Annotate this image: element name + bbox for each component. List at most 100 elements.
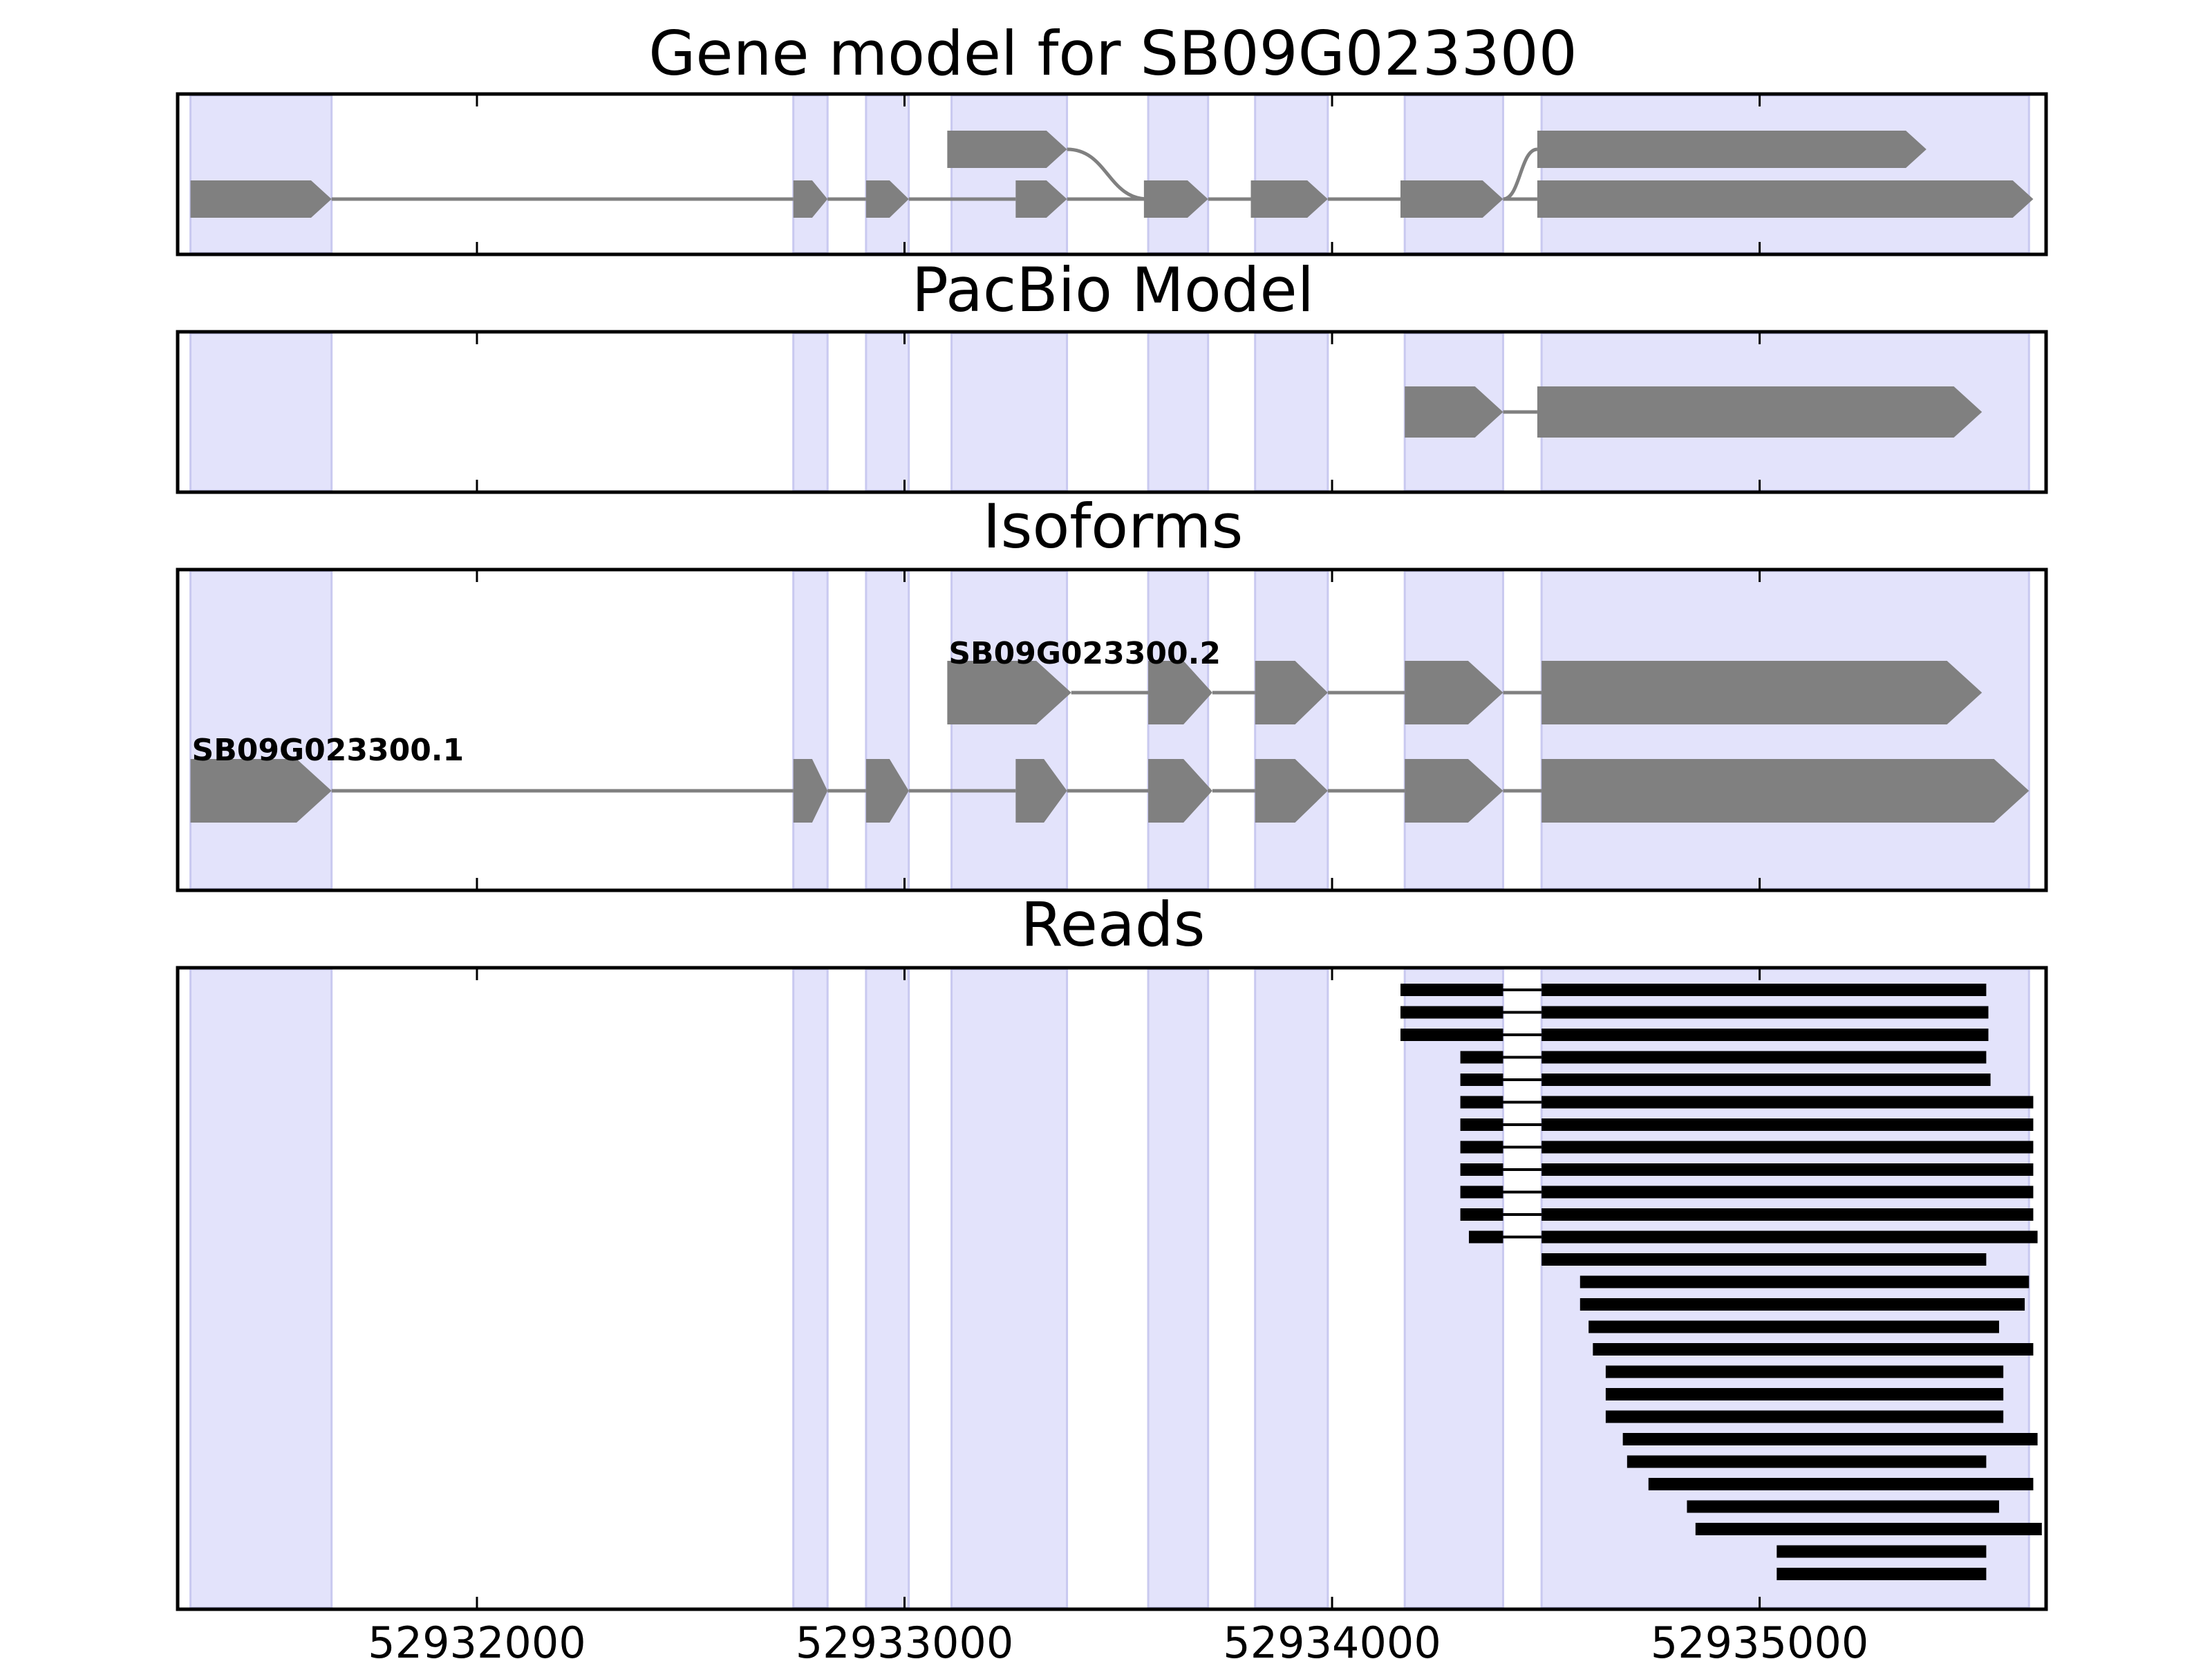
isoforms-frame <box>176 568 2048 892</box>
read-block <box>1622 1433 2038 1445</box>
gene-model-splice-curve <box>1502 147 1538 201</box>
read-block <box>1777 1568 1987 1580</box>
exon-band <box>189 94 333 254</box>
gene-model-exon <box>1015 180 1067 218</box>
read-block <box>1400 1029 1503 1041</box>
read-block <box>1593 1343 2034 1356</box>
read-block <box>1460 1096 1503 1109</box>
read-block <box>1627 1455 1987 1468</box>
isoform-label: SB09G023300.2 <box>948 636 1221 671</box>
reads-panel <box>176 966 2048 1611</box>
read-block <box>1648 1478 2034 1490</box>
read-block <box>1580 1275 2030 1288</box>
gene-model-exon <box>793 180 828 218</box>
read-block <box>1541 1208 2034 1221</box>
read-block <box>1541 984 1987 996</box>
isoform-exon <box>865 759 909 823</box>
pacbio-exon <box>1537 386 1983 438</box>
exon-band <box>1254 570 1329 890</box>
read-block <box>1605 1388 2004 1400</box>
read-block <box>1541 1185 2034 1199</box>
read-block <box>1605 1410 2004 1423</box>
gene-model-exon <box>865 180 909 218</box>
isoform-exon <box>1148 759 1212 823</box>
exon-band <box>189 968 333 1609</box>
exon-band <box>189 332 333 492</box>
read-block <box>1541 1051 1987 1064</box>
exon-band <box>1254 968 1329 1609</box>
gene-model-exon <box>947 131 1067 168</box>
exon-band <box>1540 570 2030 890</box>
exon-band <box>950 968 1069 1609</box>
isoform-exon <box>947 661 1071 724</box>
isoform-exon <box>1255 661 1328 724</box>
gene-model-exon <box>1250 180 1328 218</box>
exon-band <box>1403 94 1504 254</box>
read-block <box>1460 1118 1503 1131</box>
read-block <box>1460 1074 1503 1086</box>
read-block <box>1541 1029 1989 1041</box>
exon-band <box>792 968 829 1609</box>
reads-title: Reads <box>1021 889 1206 960</box>
read-block <box>1605 1365 2004 1378</box>
read-block <box>1460 1208 1503 1221</box>
read-block <box>1460 1051 1503 1064</box>
gene-model-frame <box>176 92 2048 256</box>
read-block <box>1541 1141 2034 1154</box>
gene-model-panel <box>176 92 2048 256</box>
exon-band <box>792 94 829 254</box>
exon-band <box>865 570 910 890</box>
isoform-exon <box>1405 759 1503 823</box>
exon-band <box>865 332 910 492</box>
gene-model-title: Gene model for SB09G023300 <box>648 18 1577 89</box>
read-block <box>1400 984 1503 996</box>
gene-model-exon <box>1143 180 1208 218</box>
exon-band <box>1254 332 1329 492</box>
exon-band <box>1147 332 1210 492</box>
read-block <box>1588 1320 1999 1333</box>
reads-frame <box>176 966 2048 1611</box>
exon-band <box>865 94 910 254</box>
isoform-exon <box>1015 759 1067 823</box>
pacbio-model-panel <box>176 330 2048 494</box>
x-tick-label: 52933000 <box>796 1618 1014 1659</box>
exon-band <box>1147 968 1210 1609</box>
isoform-label: SB09G023300.1 <box>192 733 465 768</box>
exon-band <box>865 968 910 1609</box>
x-tick-labels: 52932000 52933000 52934000 52935000 <box>368 1618 1868 1659</box>
isoforms-title: Isoforms <box>983 491 1244 562</box>
exon-band <box>1254 94 1329 254</box>
read-block <box>1460 1185 1503 1199</box>
isoform-exon <box>1255 759 1328 823</box>
gene-model-exon <box>1537 131 1927 168</box>
gene-model-exon <box>190 180 332 218</box>
exon-band <box>950 94 1069 254</box>
exon-band <box>950 570 1069 890</box>
exon-band <box>1147 570 1210 890</box>
read-block <box>1580 1298 2025 1311</box>
x-tick-label: 52934000 <box>1223 1618 1441 1659</box>
read-block <box>1541 1163 2034 1176</box>
pacbio-model-title: PacBio Model <box>912 254 1314 326</box>
exon-band <box>1147 94 1210 254</box>
read-block <box>1695 1523 2042 1535</box>
read-block <box>1777 1545 1987 1558</box>
read-block <box>1541 1118 2034 1131</box>
x-tick-label: 52935000 <box>1651 1618 1869 1659</box>
isoform-exon <box>1405 661 1503 724</box>
read-block <box>1541 1006 1989 1019</box>
gene-model-exon <box>1400 180 1503 218</box>
gene-model-exon <box>1537 180 2034 218</box>
pacbio-model-frame <box>176 330 2048 494</box>
read-block <box>1460 1163 1503 1176</box>
isoform-exon <box>1148 661 1212 724</box>
read-block <box>1460 1141 1503 1154</box>
isoform-exon <box>1541 759 2030 823</box>
read-block <box>1541 1074 1991 1086</box>
read-block <box>1541 1230 2038 1244</box>
exon-band <box>792 570 829 890</box>
read-block <box>1541 1096 2034 1109</box>
isoform-exon <box>793 759 828 823</box>
isoform-exon <box>1541 661 1983 724</box>
